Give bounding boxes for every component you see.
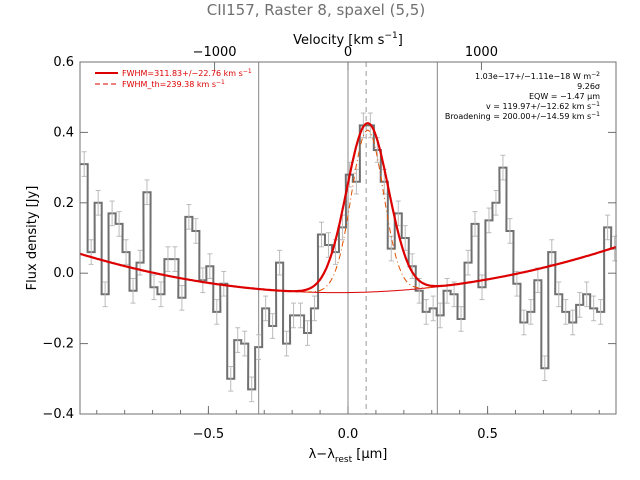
x-axis-title: λ−λrest [μm]: [309, 447, 388, 465]
top-axis-label: Velocity [km s: [293, 33, 385, 48]
legend-label-exp: −1: [216, 79, 225, 86]
legend-label-exp: −1: [243, 68, 252, 75]
annotation-text: 1.03e−17+/−1.11e−18 W m: [475, 72, 591, 81]
top-axis-title: Velocity [km s−1]: [293, 31, 403, 48]
x-axis-label: λ−λ: [309, 447, 336, 462]
annotation-text: Broadening = 200.00+/−14.59 km s: [445, 112, 591, 121]
x-tick-label: 0.0: [338, 427, 359, 442]
legend-label: FWHM_th=239.38 km s−1: [122, 79, 225, 89]
x-tick-label: −0.5: [193, 427, 225, 442]
top-tick-label: 0: [344, 45, 352, 60]
plot-layer: [79, 62, 618, 414]
y-tick-label: 0.6: [53, 55, 74, 70]
chart-title: CII157, Raster 8, spaxel (5,5): [207, 1, 425, 19]
y-tick-label: 0.2: [53, 196, 74, 211]
y-tick-label: −0.4: [42, 407, 74, 422]
annotation-line: 1.03e−17+/−1.11e−18 W m−2: [475, 71, 600, 81]
legend: FWHM=311.83+/−22.76 km s−1FWHM_th=239.38…: [95, 68, 252, 89]
legend-label-text: FWHM_th=239.38 km s: [122, 80, 216, 89]
thermal-fit-curve: [293, 129, 442, 293]
annotation-line: v = 119.97+/−12.62 km s−1: [486, 101, 600, 111]
annotation-exp: −1: [591, 101, 600, 108]
top-tick-label: 1000: [465, 45, 498, 60]
legend-label: FWHM=311.83+/−22.76 km s−1: [122, 68, 252, 78]
axis-layer: −0.4 −0.2 0.0 0.2 0.4 0.6 −0.5 0.0 0.5 −1000 0 1000: [42, 45, 616, 442]
annotation-line: Broadening = 200.00+/−14.59 km s−1: [445, 111, 600, 121]
legend-label-text: FWHM=311.83+/−22.76 km s: [122, 69, 243, 78]
annotation-text: 9.26σ: [577, 82, 600, 91]
y-tick-label: 0.4: [53, 125, 74, 140]
x-axis-label-unit: [μm]: [352, 447, 387, 462]
annotation-line: EQW = −1.47 μm: [529, 92, 600, 101]
annotation-exp: −1: [591, 111, 600, 118]
x-axis-label-sub: rest: [335, 455, 353, 465]
annotation-line: 9.26σ: [577, 82, 600, 91]
top-axis-label-close: ]: [398, 33, 403, 48]
y-tick-label: −0.2: [42, 337, 74, 352]
gaussian-fit-curve: [79, 122, 617, 293]
annotation-exp: −2: [591, 71, 600, 78]
annotation-text: EQW = −1.47 μm: [529, 92, 600, 101]
top-axis-label-exp: −1: [384, 31, 397, 41]
annotation-text: v = 119.97+/−12.62 km s: [486, 102, 591, 111]
y-tick-label: 0.0: [53, 266, 74, 281]
x-tick-label: 0.5: [477, 427, 498, 442]
top-tick-label: −1000: [193, 45, 237, 60]
y-axis-title: Flux density [Jy]: [25, 186, 40, 291]
